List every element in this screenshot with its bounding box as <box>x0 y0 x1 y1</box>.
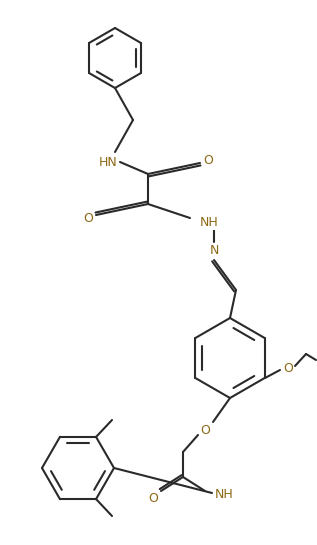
Text: O: O <box>200 423 210 437</box>
Text: N: N <box>209 244 219 257</box>
Text: O: O <box>83 211 93 225</box>
Text: O: O <box>203 154 213 167</box>
Text: NH: NH <box>215 487 234 500</box>
Text: HN: HN <box>99 155 117 168</box>
Text: NH: NH <box>200 215 219 228</box>
Text: O: O <box>283 361 293 374</box>
Text: O: O <box>148 492 158 505</box>
